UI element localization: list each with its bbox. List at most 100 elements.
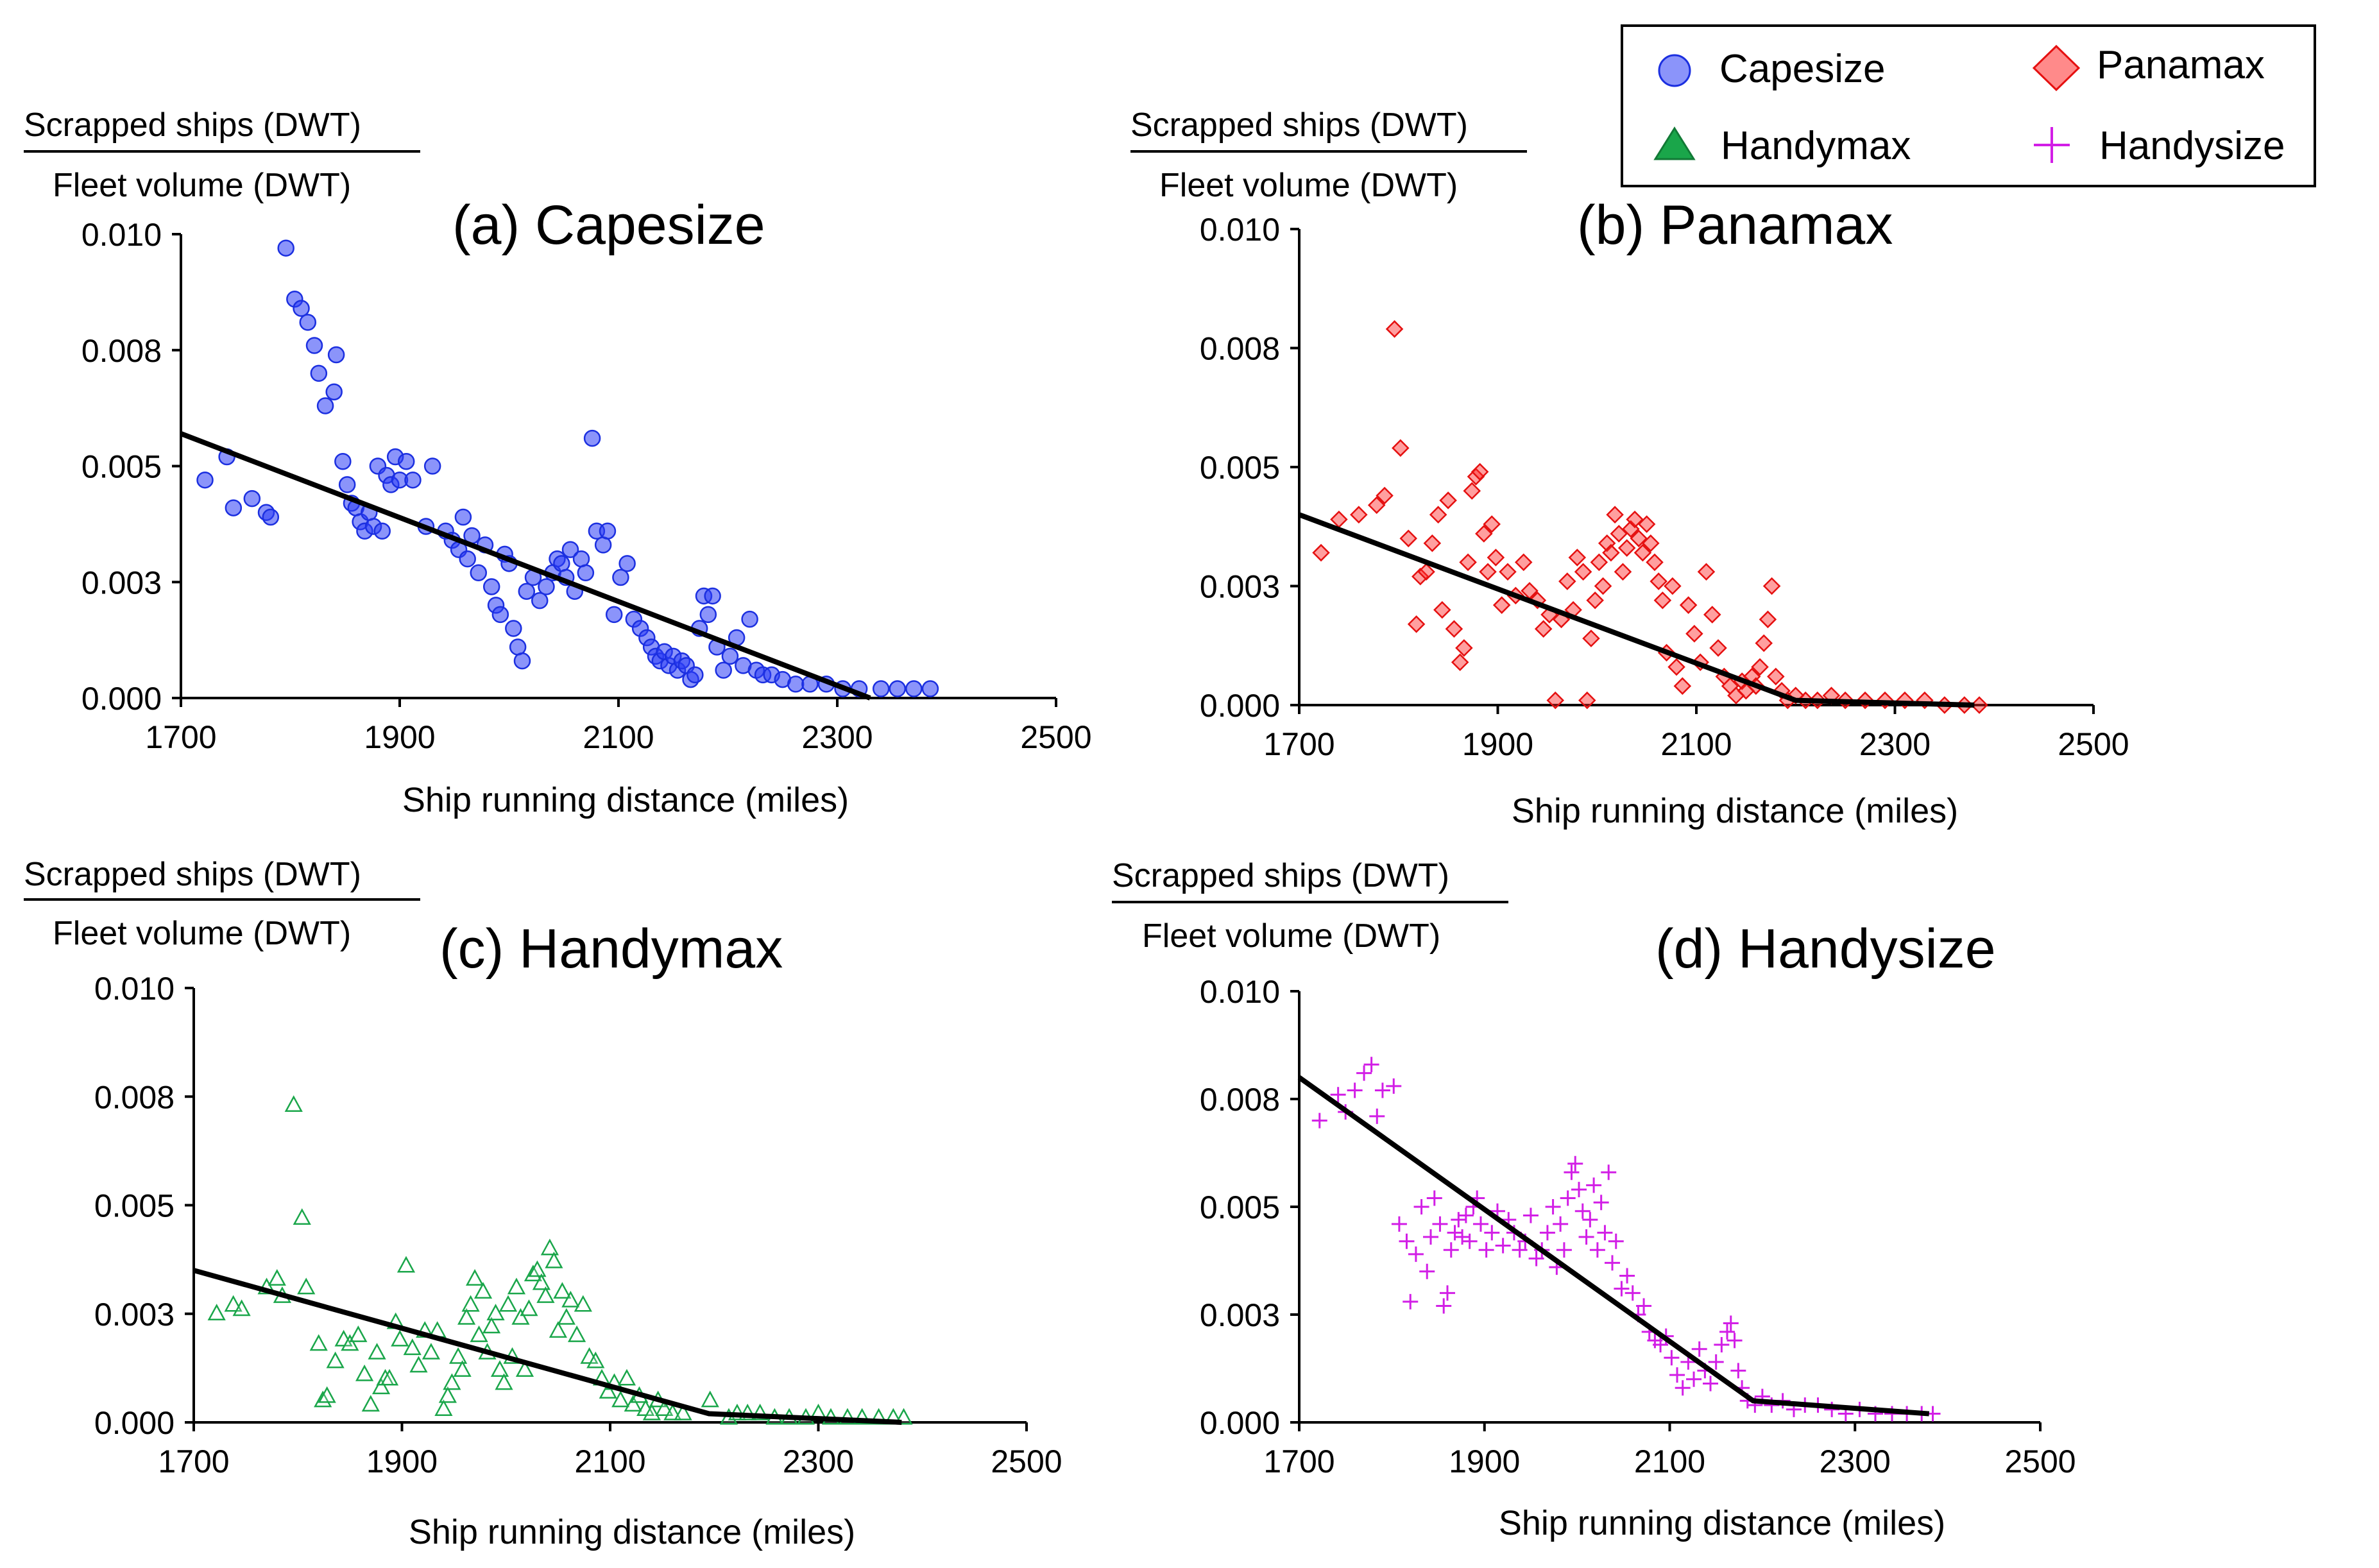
data-point <box>1451 1212 1467 1228</box>
data-point <box>1642 534 1660 552</box>
data-point <box>1419 1263 1435 1279</box>
x-tick-label: 1900 <box>1449 1444 1520 1479</box>
data-point <box>1582 629 1600 647</box>
ylabel-denominator: Fleet volume (DWT) <box>53 915 351 952</box>
data-point <box>299 314 317 331</box>
data-point <box>262 508 280 526</box>
data-point <box>531 592 549 609</box>
y-tick-label: 0.005 <box>1200 1189 1280 1225</box>
data-point <box>1443 1242 1459 1258</box>
data-point <box>1762 577 1781 595</box>
y-tick-label: 0.008 <box>81 333 162 369</box>
legend-box <box>1621 24 2316 187</box>
data-point <box>355 1364 374 1381</box>
y-tick-label: 0.003 <box>1200 569 1280 605</box>
legend-panamax-label: Panamax <box>2097 43 2265 87</box>
data-point <box>1646 553 1664 572</box>
data-point <box>538 578 555 595</box>
data-point <box>540 1238 559 1256</box>
data-point <box>532 1273 551 1290</box>
data-point <box>318 1386 336 1403</box>
legend-capesize-label: Capesize <box>1719 47 1885 91</box>
data-point <box>1411 567 1429 586</box>
data-point <box>583 429 601 447</box>
ticks-layer: 1700 1900 2100 2300 2500 0.000 0.003 0.005 0.008… <box>94 971 1062 1479</box>
data-point <box>674 1403 692 1420</box>
data-point <box>1679 596 1698 614</box>
data-point <box>396 1256 416 1273</box>
data-point <box>889 680 907 697</box>
y-tick-label: 0.010 <box>94 971 175 1007</box>
data-point <box>1571 1182 1587 1198</box>
data-point <box>1624 1285 1641 1301</box>
data-point <box>1463 482 1481 500</box>
data-point <box>872 680 890 697</box>
ylabel-numerator: Scrapped ships (DWT) <box>24 107 361 144</box>
data-point <box>1429 506 1447 524</box>
data-point <box>1413 1199 1429 1214</box>
legend-handysize-marker <box>2034 127 2070 163</box>
data-point <box>327 346 345 364</box>
data-point <box>1626 510 1644 529</box>
x-tick-label: 1900 <box>364 719 435 755</box>
data-point <box>1589 1242 1605 1258</box>
x-axis-label: Ship running distance (miles) <box>409 1513 855 1551</box>
data-point <box>1479 563 1497 581</box>
data-point <box>1399 1233 1415 1249</box>
y-tick-label: 0.005 <box>81 449 162 485</box>
data-point <box>334 1329 353 1347</box>
data-point <box>1759 610 1777 629</box>
data-point <box>1574 563 1592 581</box>
data-point <box>434 1399 453 1416</box>
data-point <box>1604 1255 1620 1271</box>
data-point <box>232 1299 251 1317</box>
data-point <box>513 652 531 670</box>
x-tick-label: 2300 <box>801 719 873 755</box>
data-point <box>459 550 476 568</box>
data-point <box>1751 658 1769 676</box>
data-point <box>1455 639 1473 657</box>
fit-layer <box>192 1268 902 1425</box>
data-point <box>1451 653 1469 671</box>
data-point <box>686 666 704 684</box>
data-point <box>1374 1082 1390 1098</box>
data-point <box>1617 539 1636 557</box>
legend-panamax-marker <box>2032 44 2081 92</box>
x-tick-label: 1700 <box>145 719 216 755</box>
data-point <box>1709 639 1727 657</box>
fit-line <box>192 1268 902 1425</box>
data-point <box>618 555 636 572</box>
ylabel-denominator: Fleet volume (DWT) <box>1159 167 1458 204</box>
x-tick-label: 2500 <box>2058 726 2129 762</box>
panel-handymax: Scrapped ships (DWT) Fleet volume (DWT) … <box>24 856 1062 1551</box>
data-point <box>553 1282 572 1299</box>
data-point <box>1630 529 1648 548</box>
data-point <box>586 1351 605 1368</box>
data-point <box>1614 563 1632 581</box>
data-point <box>1385 320 1404 338</box>
data-point <box>225 499 243 516</box>
data-point <box>741 610 758 628</box>
data-point <box>617 1368 636 1386</box>
fit-layer <box>1298 512 1975 708</box>
data-point <box>465 1268 484 1286</box>
data-point <box>1386 1078 1402 1094</box>
data-point <box>224 1295 243 1312</box>
data-point <box>361 1395 380 1412</box>
x-tick-label: 1700 <box>1263 1444 1334 1479</box>
data-point <box>1534 620 1553 638</box>
data-point <box>380 1368 399 1386</box>
data-point <box>1403 1293 1419 1309</box>
data-point <box>1633 543 1652 562</box>
data-point <box>1669 1367 1685 1383</box>
data-point <box>1545 1199 1561 1214</box>
data-point <box>316 397 334 414</box>
legend-handymax-marker <box>1653 126 1696 160</box>
data-point <box>207 1304 226 1320</box>
data-point <box>787 676 805 693</box>
data-point <box>391 1329 409 1347</box>
data-point <box>371 1377 391 1395</box>
data-point <box>457 1308 476 1325</box>
data-point <box>611 1390 630 1408</box>
data-point <box>1436 1298 1452 1314</box>
